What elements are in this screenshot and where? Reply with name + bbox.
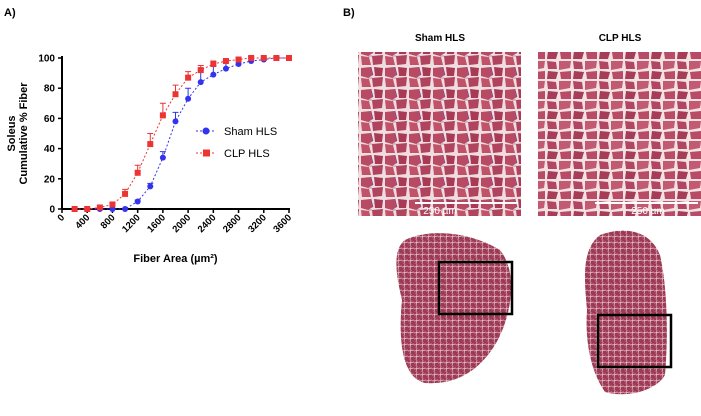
y-axis-label: Soleus [6,115,18,151]
x-tick-label: 3600 [271,212,294,235]
x-tick-label: 3200 [246,212,269,235]
data-point [248,55,255,61]
y-tick-label: 100 [38,54,55,65]
data-point [159,154,166,161]
data-point [84,206,91,212]
data-point [222,65,229,72]
data-point [273,55,280,61]
legend-label: CLP HLS [224,148,270,160]
y-tick-label: 60 [44,114,56,125]
histology-panel: Sham HLS CLP HLS 250 µm 250 µm [358,33,701,395]
data-point [185,95,192,102]
data-point [197,79,204,86]
inset-box [596,313,673,369]
legend-label: Sham HLS [224,126,277,138]
column-title: Sham HLS [415,33,465,44]
legend-marker [202,127,210,135]
data-point [147,183,154,190]
cross-section [396,233,512,384]
data-point [210,61,217,68]
data-point [172,118,179,125]
inset-box [437,260,514,316]
data-point [122,206,129,212]
scale-label: 250 µm [631,206,665,217]
x-tick-label: 400 [73,212,92,231]
y-tick-label: 80 [44,84,56,95]
legend-marker [203,149,210,157]
x-tick-label: 1200 [120,212,143,235]
data-point [172,91,179,98]
data-point [122,190,129,197]
data-point [134,198,141,205]
data-point [235,56,242,63]
data-point [109,201,116,208]
data-point [71,206,78,212]
micrograph [358,52,521,216]
data-point [235,61,242,68]
data-point [109,206,116,212]
cross-section [584,230,667,395]
x-tick-label: 2400 [196,212,219,235]
panel-label: A) [4,7,16,19]
data-point [286,55,292,61]
x-tick-label: 0 [56,212,68,224]
column-title: CLP HLS [599,33,642,44]
micrograph [538,52,701,216]
y-axis-label: Cumulative % Fiber [18,82,30,185]
x-tick-label: 800 [99,212,118,231]
data-point [210,71,217,78]
y-tick-label: 20 [44,174,56,185]
y-tick-label: 40 [44,144,56,155]
data-point [222,58,229,65]
data-point [96,204,103,211]
y-tick-label: 0 [49,205,55,216]
x-axis-label: Fiber Area (µm²) [133,253,218,265]
data-point [147,141,154,148]
data-point [197,67,204,74]
data-point [185,74,192,81]
x-tick-label: 1600 [145,212,168,235]
scale-label: 250 µm [423,206,457,217]
x-tick-label: 2800 [221,212,244,235]
data-point [260,55,267,61]
x-tick-label: 2000 [171,212,194,235]
data-point [134,169,141,176]
panel-label: B) [343,7,355,19]
data-point [159,112,166,119]
